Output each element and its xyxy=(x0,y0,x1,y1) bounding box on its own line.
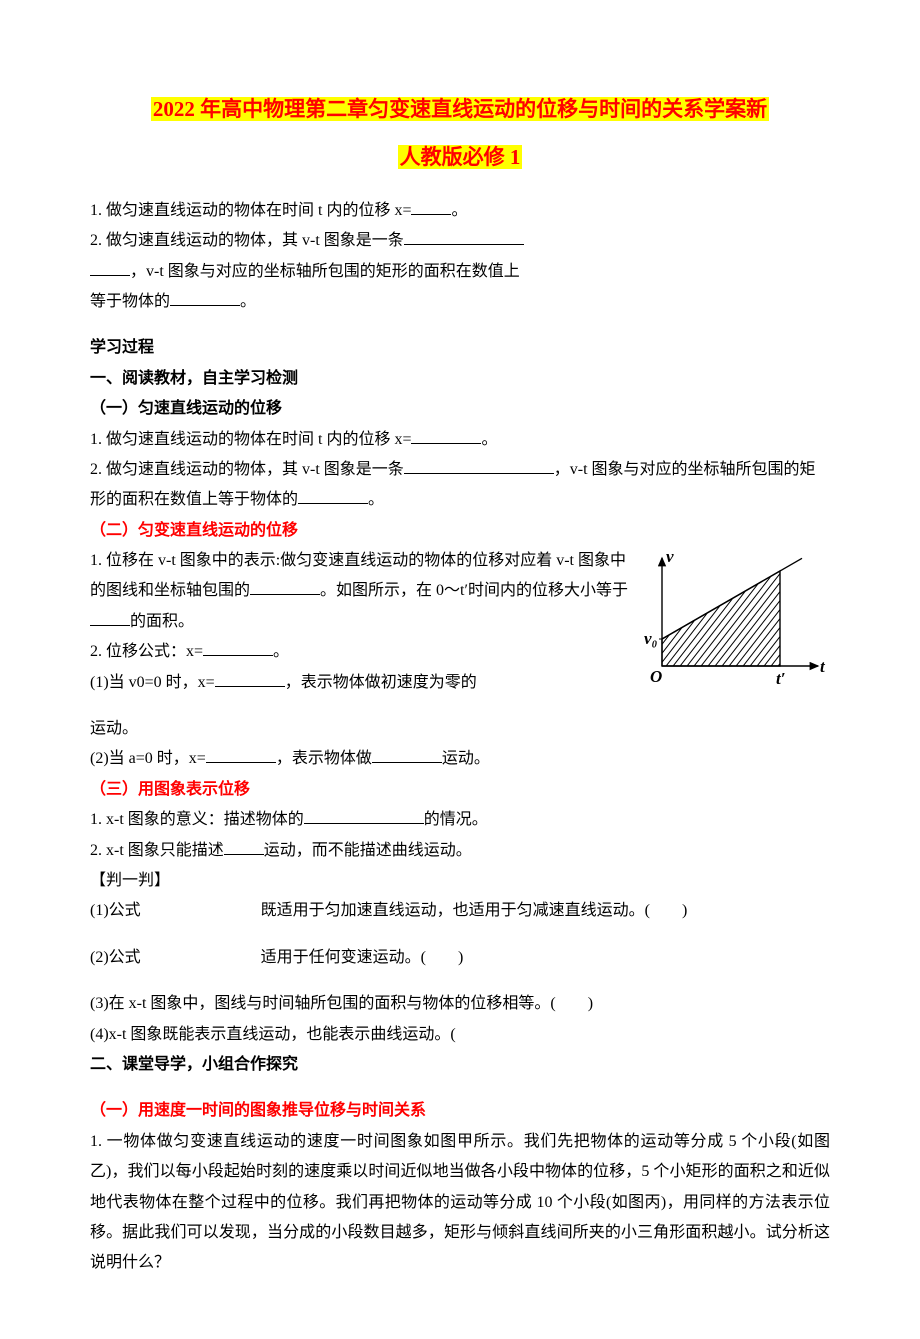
sec1-3-line2: 2. x-t 图象只能描述 运动，而不能描述曲线运动。 xyxy=(90,836,830,866)
blank xyxy=(215,669,285,687)
judge-3: (3)在 x-t 图象中，图线与时间轴所包围的面积与物体的位移相等。( ) xyxy=(90,989,830,1019)
blank xyxy=(90,608,130,626)
text: 1. 做匀速直线运动的物体在时间 t 内的位移 x= xyxy=(90,202,411,219)
text: 。 xyxy=(240,293,256,310)
blank xyxy=(411,197,451,215)
blank xyxy=(224,837,264,855)
text: 等于物体的 xyxy=(90,293,170,310)
svg-text:v₀: v₀ xyxy=(644,629,658,648)
judge-4: (4)x-t 图象既能表示直线运动，也能表示曲线运动。( xyxy=(90,1020,830,1050)
blank xyxy=(404,227,524,245)
sec1-2-block: vv₀Ot′t 1. 位移在 v-t 图象中的表示:做匀变速直线运动的物体的位移… xyxy=(90,546,830,744)
blank xyxy=(250,577,320,595)
doc-title-line1: 2022 年高中物理第二章匀变速直线运动的位移与时间的关系学案新 xyxy=(151,97,769,121)
text: (2)公式 xyxy=(90,949,141,966)
text: 运动。 xyxy=(442,750,490,767)
svg-text:O: O xyxy=(650,667,662,686)
sec2-1-para: 1. 一物体做匀变速直线运动的速度一时间图象如图甲所示。我们先把物体的运动等分成… xyxy=(90,1127,830,1279)
text: 。如图所示，在 0～t′时间内的位移大小等于 xyxy=(320,582,628,599)
text: (2)当 a=0 时，x= xyxy=(90,750,206,767)
sec1-2-heading: （二）匀变速直线运动的位移 xyxy=(90,516,830,546)
sec2-heading: 二、课堂导学，小组合作探究 xyxy=(90,1050,830,1080)
text: 的面积。 xyxy=(130,613,194,630)
sec1-3-line1: 1. x-t 图象的意义：描述物体的 的情况。 xyxy=(90,805,830,835)
process-heading: 学习过程 xyxy=(90,333,830,363)
text: 。 xyxy=(273,643,289,660)
text: 运动，而不能描述曲线运动。 xyxy=(264,842,472,859)
doc-title-line2: 人教版必修 1 xyxy=(398,145,523,169)
text: 2. x-t 图象只能描述 xyxy=(90,842,224,859)
blank xyxy=(404,456,554,474)
sec1-2-line5: (2)当 a=0 时，x= ，表示物体做 运动。 xyxy=(90,744,830,774)
text: 。 xyxy=(451,202,467,219)
sec1-1-heading: （一）匀速直线运动的位移 xyxy=(90,394,830,424)
intro-line2: 2. 做匀速直线运动的物体，其 v-t 图象是一条 xyxy=(90,226,830,256)
sec1-1-line2: 2. 做匀速直线运动的物体，其 v-t 图象是一条，v-t 图象与对应的坐标轴所… xyxy=(90,455,830,516)
sec2-1-heading: （一）用速度一时间的图象推导位移与时间关系 xyxy=(90,1096,830,1126)
text: 。 xyxy=(368,491,384,508)
intro-line1: 1. 做匀速直线运动的物体在时间 t 内的位移 x= 。 xyxy=(90,196,830,226)
text: 2. 位移公式：x= xyxy=(90,643,203,660)
svg-text:v: v xyxy=(666,547,674,566)
text: (1)当 v0=0 时，x= xyxy=(90,674,215,691)
sec1-heading: 一、阅读教材，自主学习检测 xyxy=(90,364,830,394)
intro-line4: 等于物体的 。 xyxy=(90,287,830,317)
text: 适用于任何变速运动。( ) xyxy=(261,949,464,966)
sec1-2-line4: 运动。 xyxy=(90,714,830,744)
blank xyxy=(90,258,130,276)
blank xyxy=(206,745,276,763)
blank xyxy=(372,745,442,763)
text: 1. x-t 图象的意义：描述物体的 xyxy=(90,811,304,828)
judge-2: (2)公式 适用于任何变速运动。( ) xyxy=(90,943,830,973)
blank xyxy=(170,288,240,306)
sec1-1-line1: 1. 做匀速直线运动的物体在时间 t 内的位移 x= 。 xyxy=(90,425,830,455)
text: 2. 做匀速直线运动的物体，其 v-t 图象是一条 xyxy=(90,461,404,478)
blank xyxy=(304,806,424,824)
text: ，表示物体做初速度为零的 xyxy=(285,674,477,691)
text: (1)公式 xyxy=(90,902,141,919)
vt-chart: v v₀ Ot′ t xyxy=(640,546,830,702)
sec1-3-heading: （三）用图象表示位移 xyxy=(90,775,830,805)
judge-1: (1)公式 既适用于匀加速直线运动，也适用于匀减速直线运动。( ) xyxy=(90,896,830,926)
blank xyxy=(411,426,481,444)
text: 的情况。 xyxy=(424,811,488,828)
text: 既适用于匀加速直线运动，也适用于匀减速直线运动。( ) xyxy=(261,902,688,919)
text: 1. 做匀速直线运动的物体在时间 t 内的位移 x= xyxy=(90,431,411,448)
blank xyxy=(298,486,368,504)
text: ，v-t 图象与对应的坐标轴所包围的矩形的面积在数值上 xyxy=(130,263,520,280)
blank xyxy=(203,638,273,656)
text: 2. 做匀速直线运动的物体，其 v-t 图象是一条 xyxy=(90,232,404,249)
intro-line3: ，v-t 图象与对应的坐标轴所包围的矩形的面积在数值上 xyxy=(90,257,830,287)
vt-chart-svg: v v₀ Ot′ t xyxy=(640,546,830,691)
svg-text:t′: t′ xyxy=(776,669,786,688)
judge-heading: 【判一判】 xyxy=(90,866,830,896)
text: ，表示物体做 xyxy=(276,750,372,767)
svg-text:t: t xyxy=(820,657,826,676)
text: 。 xyxy=(481,431,497,448)
